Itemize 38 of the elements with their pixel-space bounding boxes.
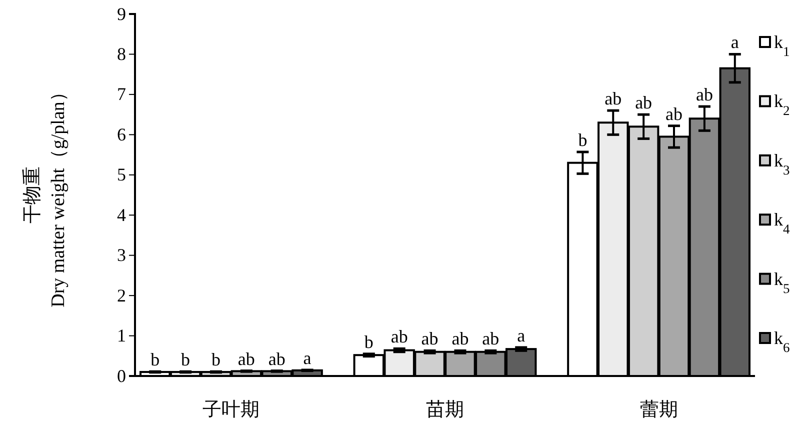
legend-label: k$_{5}$ bbox=[774, 268, 790, 296]
legend-label: k$_{1}$ bbox=[774, 32, 790, 58]
y-tick-label: 4 bbox=[117, 204, 126, 225]
data-label: ab bbox=[238, 348, 255, 369]
x-tick-label: 蕾期 bbox=[640, 399, 678, 420]
legend-label: k$_{4}$ bbox=[774, 210, 790, 236]
x-tick-label: 子叶期 bbox=[202, 399, 260, 420]
legend-label: k$_{2}$ bbox=[774, 91, 790, 118]
y-tick-label: 6 bbox=[117, 124, 126, 144]
data-label: ab bbox=[452, 328, 469, 349]
x-tick-label: 苗期 bbox=[426, 399, 464, 420]
y-tick-label: 8 bbox=[117, 44, 126, 64]
data-label: ab bbox=[666, 104, 683, 124]
data-label: a bbox=[730, 32, 739, 52]
data-label: ab bbox=[421, 328, 438, 349]
data-label: b bbox=[150, 350, 160, 370]
legend-label: k$_{3}$ bbox=[774, 150, 790, 177]
y-tick-label: 3 bbox=[117, 245, 126, 266]
data-label: b bbox=[211, 350, 220, 370]
data-label: ab bbox=[696, 84, 713, 105]
data-label: a bbox=[517, 325, 526, 346]
y-tick-label: 2 bbox=[117, 285, 126, 306]
data-label: ab bbox=[635, 92, 652, 113]
data-label: ab bbox=[604, 88, 622, 109]
y-tick-label: 0 bbox=[117, 366, 126, 386]
y-tick-label: 9 bbox=[117, 4, 126, 24]
data-label: ab bbox=[268, 348, 286, 369]
data-label: b bbox=[364, 332, 374, 352]
data-label: b bbox=[181, 350, 190, 370]
y-tick-label: 1 bbox=[117, 326, 126, 346]
data-label: ab bbox=[482, 328, 500, 349]
y-tick-label: 5 bbox=[117, 164, 126, 185]
y-axis-title: 干物重 Dry matter weight（g/plan） bbox=[22, 82, 69, 308]
data-label: a bbox=[303, 348, 312, 368]
legend-label: k$_{6}$ bbox=[774, 328, 790, 354]
data-label: ab bbox=[390, 326, 408, 347]
data-label: b bbox=[578, 130, 588, 150]
y-tick-label: 7 bbox=[117, 84, 126, 104]
